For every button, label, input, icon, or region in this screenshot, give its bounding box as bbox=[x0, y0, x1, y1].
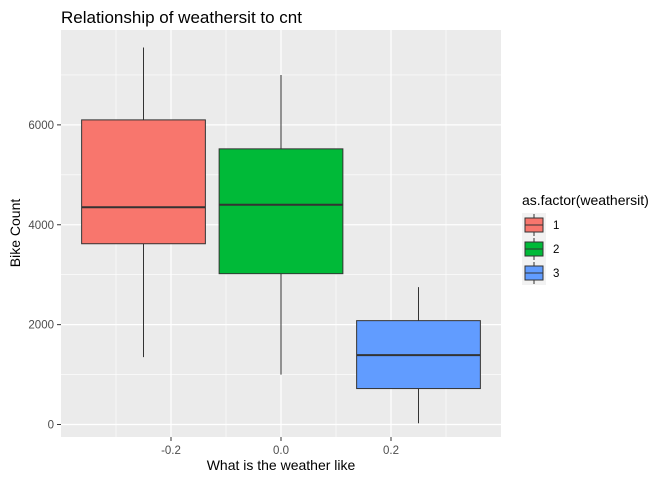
box bbox=[81, 119, 206, 245]
box bbox=[218, 148, 344, 275]
box-series-2 bbox=[218, 74, 344, 375]
y-tick-label: 4000 bbox=[28, 220, 54, 232]
legend-label: 1 bbox=[553, 220, 559, 232]
legend-label: 2 bbox=[553, 244, 559, 256]
box-series-3 bbox=[356, 287, 481, 424]
y-tick-label: 0 bbox=[48, 420, 54, 432]
legend-label: 3 bbox=[553, 268, 559, 280]
boxes bbox=[81, 47, 481, 424]
y-tick-label: 6000 bbox=[28, 120, 54, 132]
legend: as.factor(weathersit) 1 2 3 bbox=[522, 192, 649, 285]
y-axis-title: Bike Count bbox=[7, 199, 23, 268]
legend-item-3: 3 bbox=[522, 261, 559, 285]
chart-title: Relationship of weathersit to cnt bbox=[61, 8, 302, 27]
axes: -0.2 0.0 0.2 0 2000 4000 6000 bbox=[28, 120, 399, 457]
x-tick-label: 0.2 bbox=[383, 445, 399, 457]
x-axis-title: What is the weather like bbox=[207, 457, 356, 473]
x-tick-label: 0.0 bbox=[273, 445, 289, 457]
legend-title: as.factor(weathersit) bbox=[522, 192, 649, 208]
legend-item-1: 1 bbox=[522, 213, 559, 237]
box-series-1 bbox=[81, 47, 206, 358]
y-tick-label: 2000 bbox=[28, 320, 54, 332]
x-tick-label: -0.2 bbox=[161, 445, 181, 457]
legend-item-2: 2 bbox=[522, 237, 559, 261]
